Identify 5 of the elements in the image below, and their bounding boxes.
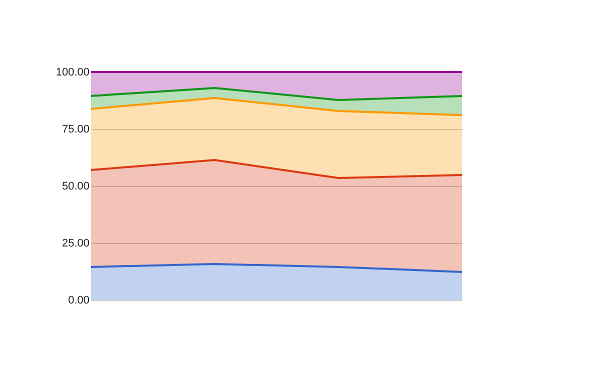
y-tick-label: 75.00	[62, 124, 90, 136]
y-tick-label: 25.00	[62, 238, 90, 250]
y-tick-label: 0.00	[68, 294, 90, 306]
y-tick-label: 100.00	[56, 66, 90, 78]
y-tick-label: 50.00	[62, 180, 90, 192]
